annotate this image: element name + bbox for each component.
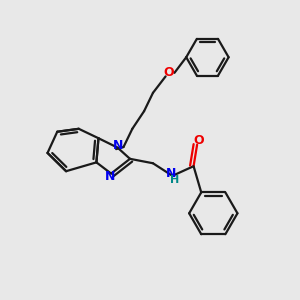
Text: H: H <box>170 175 179 185</box>
Text: O: O <box>194 134 204 147</box>
Text: N: N <box>113 139 124 152</box>
Text: O: O <box>164 66 175 80</box>
Text: N: N <box>165 167 176 180</box>
Text: N: N <box>104 170 115 183</box>
